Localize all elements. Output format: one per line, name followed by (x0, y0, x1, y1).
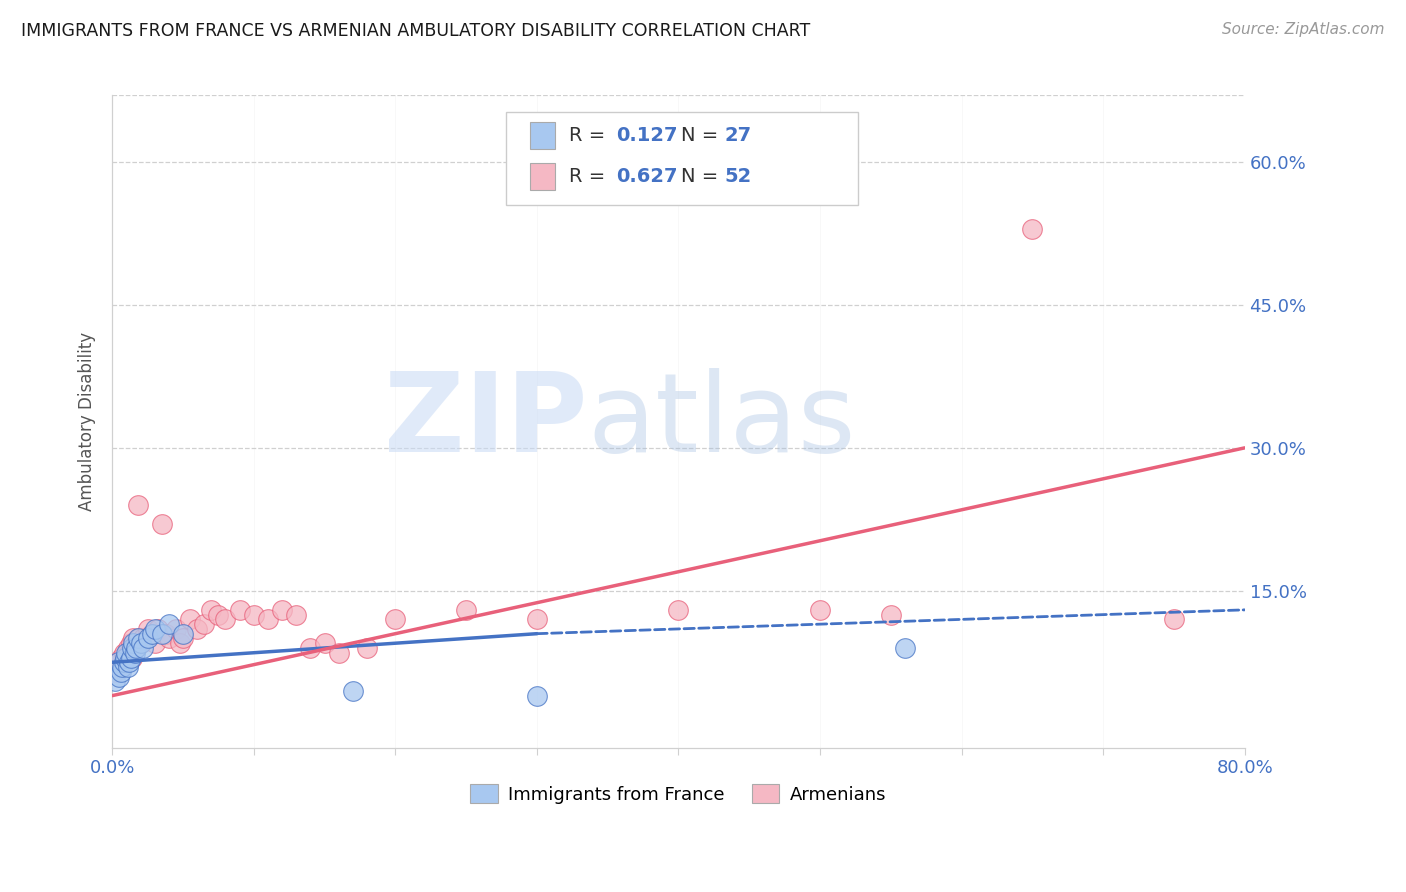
Point (104, 665, 127, 679)
Text: 27: 27 (724, 126, 751, 145)
Point (228, 603, 250, 617)
Point (108, 669, 131, 683)
Point (172, 626, 194, 640)
Point (243, 607, 266, 622)
Point (111, 660, 134, 674)
Point (111, 660, 134, 674)
Point (1021, 221, 1043, 235)
Point (150, 626, 173, 640)
Point (179, 612, 201, 626)
Point (112, 655, 135, 669)
Point (186, 622, 208, 636)
Text: 0.0%: 0.0% (90, 759, 135, 777)
Text: N =: N = (681, 167, 724, 186)
Text: 0.127: 0.127 (616, 126, 678, 145)
Point (172, 632, 194, 646)
Point (141, 626, 163, 640)
Point (155, 626, 177, 640)
Point (117, 660, 139, 674)
Point (107, 655, 129, 669)
Point (299, 640, 322, 655)
Point (127, 498, 149, 512)
Y-axis label: Ambulatory Disability: Ambulatory Disability (79, 332, 96, 511)
Point (328, 646, 350, 660)
Point (456, 603, 478, 617)
Text: IMMIGRANTS FROM FRANCE VS ARMENIAN AMBULATORY DISABILITY CORRELATION CHART: IMMIGRANTS FROM FRANCE VS ARMENIAN AMBUL… (21, 22, 810, 40)
Point (124, 640, 146, 655)
Point (668, 603, 690, 617)
Point (108, 655, 131, 669)
Point (157, 617, 180, 632)
Point (200, 603, 222, 617)
Point (356, 640, 378, 655)
Point (114, 650, 136, 665)
Point (1163, 612, 1185, 626)
Point (115, 650, 138, 665)
Point (115, 646, 138, 660)
Point (808, 603, 831, 617)
Point (117, 640, 139, 655)
Point (129, 636, 152, 650)
Text: Source: ZipAtlas.com: Source: ZipAtlas.com (1222, 22, 1385, 37)
Text: 0.627: 0.627 (616, 167, 678, 186)
Point (193, 617, 215, 632)
Point (169, 636, 191, 650)
Point (314, 636, 336, 650)
Point (120, 636, 142, 650)
Point (136, 622, 159, 636)
Point (141, 626, 163, 640)
Point (127, 632, 149, 646)
Point (384, 612, 406, 626)
Text: ZIP: ZIP (384, 368, 588, 475)
Point (257, 612, 280, 626)
Legend: Immigrants from France, Armenians: Immigrants from France, Armenians (463, 777, 894, 811)
Point (110, 650, 132, 665)
Point (526, 612, 548, 626)
Point (894, 640, 917, 655)
Point (271, 603, 294, 617)
Point (121, 650, 143, 665)
Text: R =: R = (569, 167, 612, 186)
Point (136, 632, 159, 646)
Point (122, 636, 145, 650)
Point (104, 674, 127, 689)
Point (128, 632, 150, 646)
Point (114, 655, 136, 669)
Point (118, 655, 141, 669)
Point (165, 622, 187, 636)
Point (150, 517, 173, 532)
Point (285, 607, 308, 622)
Point (132, 632, 155, 646)
Point (120, 650, 142, 665)
Text: atlas: atlas (588, 368, 856, 475)
Point (207, 607, 229, 622)
Point (125, 640, 148, 655)
Text: R =: R = (569, 126, 612, 145)
Point (118, 646, 141, 660)
Point (112, 646, 135, 660)
Point (124, 646, 146, 660)
Point (526, 689, 548, 703)
Point (129, 636, 152, 650)
Point (146, 622, 169, 636)
Point (214, 612, 236, 626)
Point (143, 622, 166, 636)
Point (125, 636, 148, 650)
Point (121, 640, 143, 655)
Text: 80.0%: 80.0% (1216, 759, 1272, 777)
Point (157, 632, 180, 646)
Point (107, 660, 129, 674)
Point (110, 665, 132, 679)
Point (132, 640, 155, 655)
Point (342, 684, 364, 698)
Point (143, 636, 166, 650)
Point (122, 632, 145, 646)
Point (880, 607, 903, 622)
Text: N =: N = (681, 126, 724, 145)
Text: 52: 52 (724, 167, 751, 186)
